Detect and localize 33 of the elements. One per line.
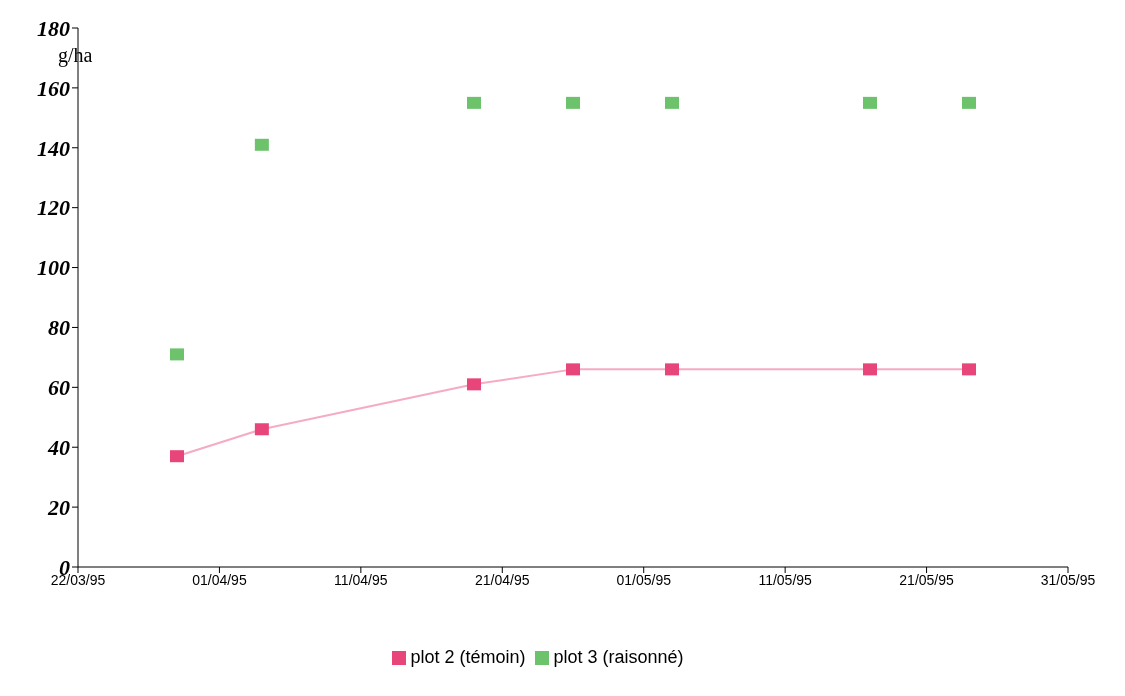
legend-label: plot 2 (témoin): [410, 647, 526, 667]
y-tick-label: 40: [47, 435, 70, 461]
point: [863, 96, 877, 109]
x-tick-label: 01/04/95: [192, 571, 247, 588]
point: [254, 138, 269, 151]
point: [254, 423, 269, 436]
x-tick-label: 11/05/95: [758, 571, 813, 588]
x-tick-label: 11/04/95: [334, 571, 388, 588]
point: [170, 348, 184, 361]
point: [467, 96, 481, 109]
point: [962, 96, 976, 109]
y-tick-label: 20: [47, 494, 70, 520]
y-tick-label: 80: [48, 315, 70, 341]
y-tick-label: 60: [48, 375, 70, 401]
point: [665, 363, 679, 376]
point: [566, 96, 580, 109]
legend-label: plot 3 (raisonné): [553, 647, 684, 667]
x-tick-label: 01/05/95: [616, 571, 672, 588]
point: [467, 378, 481, 391]
point: [665, 96, 679, 109]
x-tick-label: 31/05/95: [1040, 571, 1096, 588]
y-tick-label: 100: [37, 255, 70, 281]
x-tick-label: 21/05/95: [899, 571, 955, 588]
y-tick-label: 160: [37, 75, 70, 101]
point: [863, 363, 877, 376]
y-axis-title: g/ha: [58, 44, 93, 68]
y-tick-label: 140: [37, 135, 70, 161]
point: [170, 450, 184, 463]
y-tick-label: 120: [37, 195, 70, 221]
y-tick-label: 180: [37, 15, 70, 41]
point: [566, 363, 580, 376]
point: [962, 363, 976, 376]
x-tick-label: 21/04/95: [475, 571, 530, 588]
